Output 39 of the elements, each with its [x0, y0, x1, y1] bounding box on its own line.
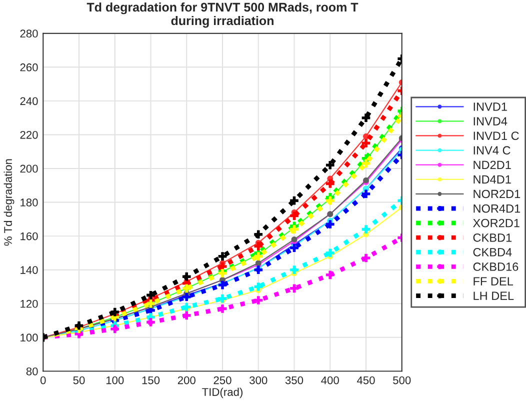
- legend-label: CKBD16: [473, 262, 518, 271]
- y-tick-label: 220: [20, 130, 38, 139]
- x-tick-label: 500: [393, 376, 411, 384]
- legend-label: CKBD4: [473, 248, 512, 256]
- y-tick-label: 80: [26, 367, 38, 376]
- legend-label: LH DEL: [474, 292, 514, 300]
- legend-label: NOR2D1: [474, 190, 520, 198]
- x-tick-label: 250: [214, 376, 232, 384]
- y-tick-label: 240: [20, 97, 38, 106]
- x-tick-label: 0: [40, 376, 46, 384]
- legend-label: NOR4D1: [474, 204, 520, 213]
- legend-label: ND2D1: [474, 160, 511, 169]
- y-axis-title: % Td degradation: [4, 159, 14, 246]
- y-tick-label: 200: [20, 164, 38, 173]
- y-tick-label: 280: [20, 30, 38, 38]
- y-tick-label: 140: [20, 266, 38, 274]
- y-tick-label: 100: [20, 334, 38, 342]
- x-tick-label: 150: [142, 376, 160, 384]
- y-tick-label: 180: [20, 198, 38, 206]
- x-tick-label: 200: [178, 376, 196, 384]
- chart-title: Td degradation for 9TNVT 500 MRads, room T during irradiation: [86, 2, 358, 28]
- legend-label: INVD4: [474, 117, 508, 126]
- y-tick-label: 160: [20, 232, 38, 240]
- legend-label: XOR2D1: [473, 218, 520, 228]
- legend-label: ND4D1: [474, 175, 511, 184]
- legend-label: INVD1 C: [474, 132, 519, 140]
- y-tick-label: 260: [20, 63, 38, 72]
- x-tick-label: 400: [321, 376, 339, 384]
- legend-label: FF DEL: [474, 277, 514, 286]
- legend-label: CKBD1: [473, 233, 512, 242]
- legend-label: INV4 C: [474, 146, 510, 155]
- x-tick-label: 100: [106, 376, 124, 384]
- x-axis-title: TID(rad): [202, 388, 242, 398]
- x-tick-label: 350: [285, 376, 304, 384]
- x-tick-label: 50: [73, 376, 85, 384]
- y-tick-label: 120: [20, 300, 38, 308]
- x-tick-label: 300: [250, 376, 268, 384]
- legend-label: INVD1: [474, 102, 507, 111]
- x-tick-label: 450: [356, 376, 375, 384]
